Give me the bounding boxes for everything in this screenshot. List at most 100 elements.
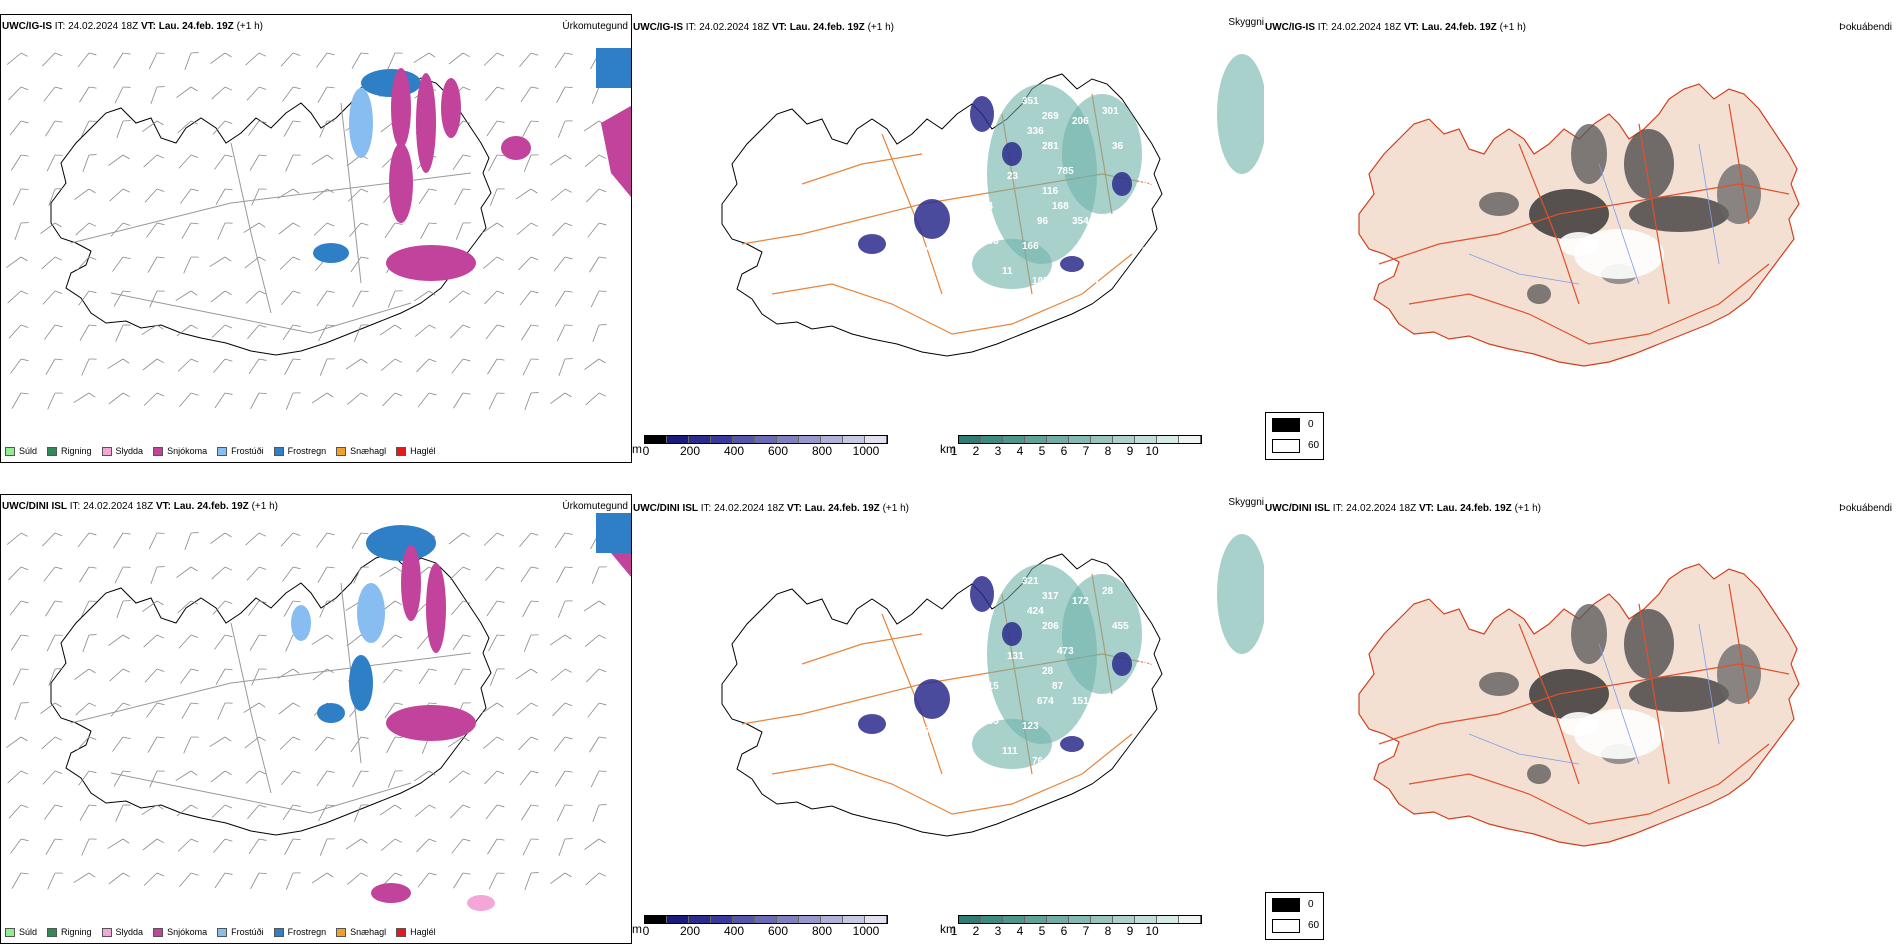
wind-barb — [418, 668, 437, 685]
barb-flag — [496, 532, 505, 537]
cloudbase-ticks: 0 200 400 600 800 1000 — [643, 444, 944, 458]
barb-staff — [112, 736, 124, 752]
legend-label: Snjókoma — [167, 927, 208, 937]
barb-flag — [258, 256, 266, 262]
road-line — [1378, 183, 1790, 265]
wind-barb — [10, 358, 29, 374]
cloud-base-label: 28 — [1042, 666, 1054, 677]
barb-staff — [48, 188, 56, 207]
barb-flag — [360, 222, 369, 226]
wind-barb — [379, 804, 402, 816]
barb-flag — [598, 804, 607, 806]
barb-flag — [530, 290, 539, 294]
wind-barb — [523, 634, 539, 652]
wind-barb — [143, 634, 165, 648]
colorbar-cell — [1113, 436, 1135, 443]
wind-barb — [179, 872, 199, 888]
precip-legend-item: Frostregn — [273, 446, 326, 456]
barb-staff — [589, 256, 600, 273]
barb-staff — [483, 52, 498, 66]
wind-barb — [384, 222, 403, 239]
wind-barb — [45, 600, 63, 617]
wind-barb — [451, 358, 471, 374]
barb-staff — [79, 804, 90, 821]
barb-staff — [486, 120, 498, 137]
barb-flag — [394, 702, 403, 705]
barb-flag — [530, 566, 539, 569]
wind-barb — [175, 290, 198, 301]
barb-flag — [258, 838, 267, 841]
barb-flag — [428, 52, 436, 58]
fog-area — [1629, 196, 1729, 232]
wind-barb — [74, 188, 96, 200]
barb-staff — [519, 52, 532, 68]
wind-barb — [283, 600, 301, 617]
wind-barb — [518, 256, 539, 271]
precip-legend-item: Haglél — [396, 446, 436, 456]
river-line — [1598, 163, 1640, 285]
barb-staff — [179, 392, 192, 408]
wind-barb — [11, 872, 29, 889]
barb-flag — [258, 532, 267, 537]
barb-flag — [122, 532, 131, 535]
colorbar-cell — [865, 916, 887, 923]
barb-staff — [519, 290, 532, 306]
colorbar-tick: 6 — [1060, 444, 1068, 458]
wind-barb — [77, 52, 97, 68]
precip-area — [467, 895, 495, 911]
barb-flag — [496, 154, 505, 157]
wind-barb — [180, 188, 199, 204]
wind-barb — [108, 872, 130, 885]
wind-barb — [142, 600, 164, 612]
barb-flag — [598, 324, 607, 326]
barb-flag — [360, 872, 368, 877]
barb-flag — [598, 256, 607, 259]
barb-staff — [379, 324, 396, 336]
barb-flag — [88, 324, 97, 327]
cloud-base-label: 185 — [1032, 276, 1049, 287]
barb-staff — [382, 392, 396, 407]
barb-flag — [54, 188, 63, 190]
barb-staff — [244, 256, 260, 269]
precip-legend-item: Haglél — [396, 927, 436, 937]
barb-flag — [122, 770, 131, 773]
barb-flag — [496, 188, 505, 190]
colorbar-tick: 600 — [767, 444, 789, 458]
barb-staff — [353, 804, 362, 822]
wind-barb — [549, 154, 572, 166]
low-cloud-area — [914, 679, 950, 719]
barb-staff — [317, 566, 328, 583]
barb-flag — [326, 222, 335, 227]
barb-flag — [190, 736, 199, 738]
barb-staff — [516, 222, 532, 235]
barb-staff — [515, 188, 532, 200]
colorbar-cell — [1025, 436, 1047, 443]
barb-staff — [453, 872, 464, 889]
barb-staff — [73, 872, 90, 883]
wind-barb — [251, 668, 267, 686]
wind-barb — [283, 120, 301, 137]
barb-staff — [214, 154, 226, 170]
wind-barb — [417, 872, 437, 888]
cloud-base-label: 165 — [1137, 176, 1154, 187]
barb-flag — [20, 668, 29, 670]
barb-staff — [146, 702, 158, 718]
wind-barb — [311, 392, 334, 404]
wind-barb — [41, 256, 63, 270]
barb-staff — [142, 358, 158, 371]
barb-staff — [184, 532, 192, 551]
barb-flag — [88, 86, 97, 89]
barb-staff — [10, 358, 22, 374]
wind-barb — [556, 324, 573, 342]
barb-staff — [282, 324, 294, 341]
cloud-base-label: 139 — [1127, 271, 1144, 282]
wind-barb — [75, 222, 97, 236]
barb-flag — [122, 358, 130, 364]
barb-flag — [20, 736, 28, 742]
legend-swatch — [396, 927, 407, 937]
barb-flag — [122, 52, 131, 55]
wind-barb — [113, 770, 131, 787]
legend-swatch — [217, 927, 228, 937]
precip-legend: Súld Rigning Slydda Snjókoma Frostúði Frostre… — [5, 446, 436, 456]
barb-flag — [360, 188, 369, 193]
